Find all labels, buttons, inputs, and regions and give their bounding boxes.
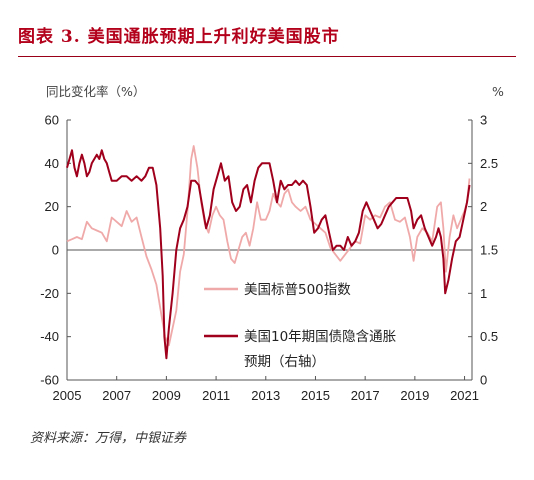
- x-tick-label: 2005: [53, 388, 82, 403]
- legend-label-sp500: 美国标普500指数: [244, 282, 351, 298]
- right-tick-label: 2.5: [480, 156, 498, 171]
- left-tick-label: -60: [40, 373, 59, 388]
- left-tick-label: 20: [45, 199, 59, 214]
- x-tick-label: 2007: [102, 388, 131, 403]
- right-axis-ticks: 3 2.5 2 1.5 1 0.5 0: [468, 113, 498, 388]
- x-tick-label: 2017: [351, 388, 380, 403]
- left-axis-ticks: 60 40 20 0 -20 -40 -60: [40, 113, 71, 388]
- legend-label-breakeven-line2: 预期（右轴）: [244, 354, 325, 370]
- left-tick-label: -20: [40, 286, 59, 301]
- x-tick-label: 2015: [301, 388, 330, 403]
- x-tick-label: 2011: [202, 388, 230, 403]
- x-tick-label: 2009: [152, 388, 181, 403]
- left-tick-label: 40: [45, 156, 59, 171]
- chart: 同比变化率（%） % 60 40 20 0 -20 -40 -60 3 2.5 2 1.5 1 0.5…: [40, 84, 504, 403]
- legend-label-breakeven-line1: 美国10年期国债隐含通胀: [244, 329, 397, 345]
- x-tick-label: 2021: [450, 388, 479, 403]
- right-tick-label: 0.5: [480, 329, 498, 344]
- x-tick-label: 2013: [251, 388, 280, 403]
- right-tick-label: 3: [480, 113, 487, 128]
- right-tick-label: 2: [480, 199, 487, 214]
- left-tick-label: 0: [52, 243, 59, 258]
- left-tick-label: 60: [45, 113, 59, 128]
- series-lines: [66, 145, 471, 360]
- source-note: 资料来源：万得，中银证券: [30, 431, 187, 446]
- left-axis-unit: 同比变化率（%）: [46, 84, 145, 99]
- sp500-yoy-line: [66, 145, 471, 347]
- breakeven-inflation-line: [66, 149, 471, 360]
- right-tick-label: 1.5: [480, 243, 498, 258]
- x-tick-label: 2019: [400, 388, 429, 403]
- right-tick-label: 1: [480, 286, 487, 301]
- x-axis-ticks: 2005 2007 2009 2011 2013 2015 2017 2019 2021: [53, 376, 479, 403]
- right-tick-label: 0: [480, 373, 487, 388]
- figure-title: 图表 3. 美国通胀预期上升利好美国股市: [18, 27, 340, 47]
- right-axis-unit: %: [492, 84, 504, 99]
- left-tick-label: -40: [40, 329, 59, 344]
- title-rule: [18, 56, 516, 57]
